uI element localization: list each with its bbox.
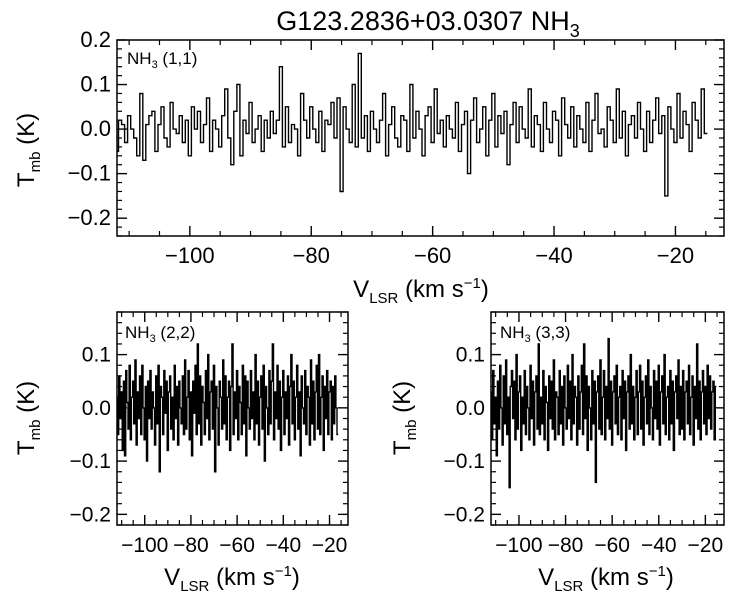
panel-bottom-right-y-axis-label-sub: mb bbox=[403, 420, 420, 441]
panel-bottom-left-y-axis-label-tail: (K) bbox=[13, 381, 40, 420]
panel-bottom-left-y-tick-label: −0.1 bbox=[70, 450, 111, 473]
panel-top-x-axis-label-sub: LSR bbox=[369, 290, 398, 307]
figure-title-sub: 3 bbox=[570, 21, 580, 41]
panel-bottom-right-x-tick-label: −20 bbox=[688, 534, 724, 557]
panel-bottom-right-spectrum-line bbox=[490, 337, 717, 489]
figure-title: G123.2836+03.0307 NH3 bbox=[276, 6, 580, 41]
panel-top-y-tick-label: −0.1 bbox=[68, 161, 111, 186]
panel-bottom-left-spectrum-line bbox=[116, 343, 339, 473]
panel-bottom-left-x-axis-label-sup: −1 bbox=[275, 563, 292, 580]
panel-bottom-right-x-axis-label: VLSR (km s−1) bbox=[538, 563, 674, 595]
panel-top-y-tick-label: 0.2 bbox=[80, 27, 111, 52]
panel-bottom-left-transition-label-tail: (2,2) bbox=[156, 323, 196, 342]
panel-bottom-left-y-axis-label-main: T bbox=[13, 440, 40, 455]
panel-top-x-tick-label: −60 bbox=[414, 243, 451, 268]
panel-bottom-right-x-axis-label-sup: −1 bbox=[649, 563, 666, 580]
panel-top-x-axis-label-sup: −1 bbox=[464, 275, 481, 292]
panel-bottom-right-transition-label: NH3 (3,3) bbox=[500, 323, 570, 345]
panel-bottom-left-x-tick-label: −80 bbox=[173, 534, 209, 557]
panel-bottom-right-x-tick-label: −40 bbox=[641, 534, 677, 557]
panel-bottom-right-x-axis-label-sub: LSR bbox=[554, 578, 583, 595]
panel-bottom-left-y-axis-label: Tmb (K) bbox=[13, 381, 44, 455]
panel-bottom-right-y-tick-label: −0.2 bbox=[444, 503, 485, 526]
figure-title-main: G123.2836+03.0307 NH bbox=[276, 6, 569, 36]
panel-bottom-right-transition-label-tail: (3,3) bbox=[531, 323, 571, 342]
panel-bottom-left-x-axis-label-end: ) bbox=[292, 564, 300, 591]
panel-top-x-axis-label: VLSR (km s−1) bbox=[353, 275, 489, 307]
panel-top-transition-label-tail: (1,1) bbox=[158, 49, 198, 68]
panel-bottom-right-y-tick-label: −0.1 bbox=[444, 450, 485, 473]
panel-bottom-left-y-tick-label: 0.1 bbox=[82, 344, 111, 367]
panel-bottom-right-x-axis-label-main: V bbox=[538, 564, 554, 591]
panel-top-x-axis-label-tail: (km s bbox=[398, 276, 463, 303]
panel-bottom-right-x-axis-label-tail: (km s bbox=[583, 564, 648, 591]
panel-bottom-right-y-axis-label: Tmb (K) bbox=[389, 381, 420, 455]
panel-bottom-left-x-tick-label: −40 bbox=[266, 534, 302, 557]
panel-bottom-right-transition-label-sub: 3 bbox=[525, 333, 531, 345]
panel-bottom-right-y-axis-label-main: T bbox=[389, 440, 416, 455]
panel-top-x-tick-label: −40 bbox=[535, 243, 572, 268]
panel-bottom-right-y-tick-label: 0.0 bbox=[456, 397, 485, 420]
panel-top-y-axis-label-main: T bbox=[13, 172, 40, 187]
panel-top-y-axis-label-tail: (K) bbox=[13, 113, 40, 152]
panel-bottom-right-transition-label-main: NH bbox=[500, 323, 525, 342]
panel-top-x-tick-label: −80 bbox=[293, 243, 330, 268]
panel-bottom-right-x-tick-label: −100 bbox=[495, 534, 542, 557]
panel-top-transition-label: NH3 (1,1) bbox=[127, 49, 197, 71]
panel-bottom-right-x-axis-label-end: ) bbox=[666, 564, 674, 591]
panel-bottom-right-y-axis-label-tail: (K) bbox=[389, 381, 416, 420]
panel-top-x-tick-label: −100 bbox=[165, 243, 215, 268]
panel-top-x-tick-label: −20 bbox=[657, 243, 694, 268]
panel-top-transition-label-main: NH bbox=[127, 49, 152, 68]
panel-bottom-left-x-axis-label-main: V bbox=[164, 564, 180, 591]
panel-top-x-axis-label-end: ) bbox=[481, 276, 489, 303]
panel-bottom-left-transition-label-sub: 3 bbox=[150, 333, 156, 345]
panel-top-y-tick-label: −0.2 bbox=[68, 205, 111, 230]
panel-top-y-tick-label: 0.0 bbox=[80, 116, 111, 141]
panel-bottom-left-x-axis-label-sub: LSR bbox=[180, 578, 209, 595]
panel-top-transition-label-sub: 3 bbox=[152, 59, 158, 71]
panel-bottom-left-y-tick-label: −0.2 bbox=[70, 503, 111, 526]
panel-bottom-left-x-axis-label-tail: (km s bbox=[209, 564, 274, 591]
panel-top-axes-frame bbox=[116, 39, 725, 237]
panel-bottom-right-x-tick-label: −80 bbox=[548, 534, 584, 557]
panel-top-x-axis-label-main: V bbox=[353, 276, 369, 303]
panel-bottom-left-x-tick-label: −20 bbox=[312, 534, 348, 557]
panel-bottom-left-x-axis-label: VLSR (km s−1) bbox=[164, 563, 300, 595]
panel-bottom-left-transition-label: NH3 (2,2) bbox=[125, 323, 195, 345]
panel-bottom-left-y-tick-label: 0.0 bbox=[82, 397, 111, 420]
panel-bottom-left-y-axis-label-sub: mb bbox=[27, 420, 44, 441]
panel-top-y-axis-label: Tmb (K) bbox=[13, 113, 44, 187]
panel-bottom-left-transition-label-main: NH bbox=[125, 323, 150, 342]
panel-top-y-axis-label-sub: mb bbox=[27, 152, 44, 173]
panel-top-y-tick-label: 0.1 bbox=[80, 72, 111, 97]
panel-bottom-left-x-tick-label: −100 bbox=[121, 534, 168, 557]
panel-bottom-left-x-tick-label: −60 bbox=[219, 534, 255, 557]
panel-top-spectrum-line bbox=[117, 52, 708, 197]
panel-bottom-right-x-tick-label: −60 bbox=[594, 534, 630, 557]
panel-bottom-right-y-tick-label: 0.1 bbox=[456, 344, 485, 367]
